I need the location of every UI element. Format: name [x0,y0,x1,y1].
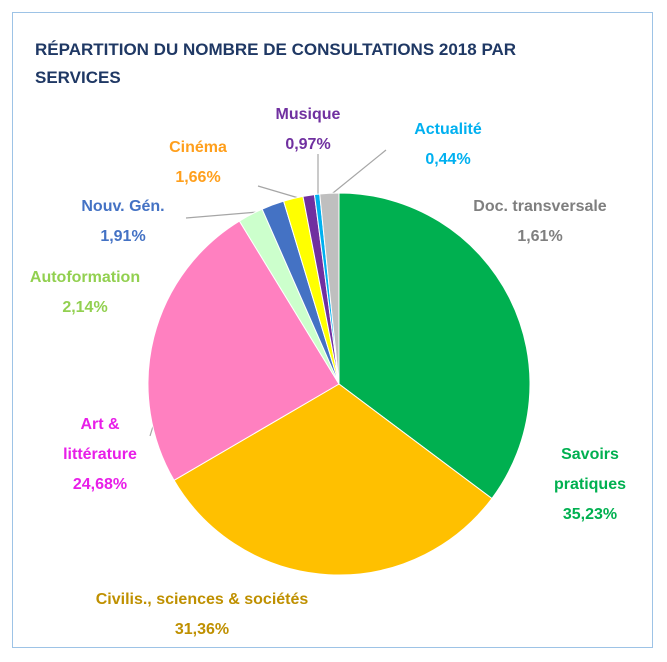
slice-label: Musique 0,97% [258,100,358,160]
value-label: 1,61% [517,228,563,245]
category-name: Musique [275,106,341,123]
value-label: 24,68% [72,476,128,493]
value-label: 31,36% [174,621,230,638]
slice-label: Civilis., sciences & sociétés 31,36% [42,585,362,645]
value-label: 35,23% [562,506,618,523]
category-name: Autoformation [29,269,141,286]
pie-slice [338,192,531,500]
value-label: 0,97% [285,136,331,153]
slice-label: Art & littérature 24,68% [45,410,155,500]
category-name: Doc. transversale [473,198,607,215]
value-label: 0,44% [425,151,471,168]
leader-line [257,185,303,200]
chart-frame [12,12,653,648]
category-name: Art & littérature [63,416,137,463]
leader-line [327,149,387,198]
slices [147,192,531,576]
value-label: 1,91% [100,228,146,245]
slice-label: Nouv. Gén. 1,91% [63,192,183,252]
category-name: Civilis., sciences & sociétés [95,591,309,608]
pie-slice [147,220,340,481]
slice-label: Savoirs pratiques 35,23% [535,440,645,530]
category-name: Nouv. Gén. [81,198,165,215]
pie-slice [173,383,493,576]
slice-label: Autoformation 2,14% [5,263,165,323]
category-name: Actualité [414,121,482,138]
leader-line [185,211,259,219]
slice-label: Cinéma 1,66% [148,133,248,193]
slice-label: Doc. transversale 1,61% [450,192,630,252]
category-name: Cinéma [169,139,227,156]
slice-label: Actualité 0,44% [393,115,503,175]
value-label: 2,14% [62,299,108,316]
category-name: Savoirs pratiques [553,446,626,493]
chart-title: RÉPARTITION DU NOMBRE DE CONSULTATIONS 2… [35,40,517,87]
pie-slice [319,192,340,385]
value-label: 1,66% [175,169,221,186]
